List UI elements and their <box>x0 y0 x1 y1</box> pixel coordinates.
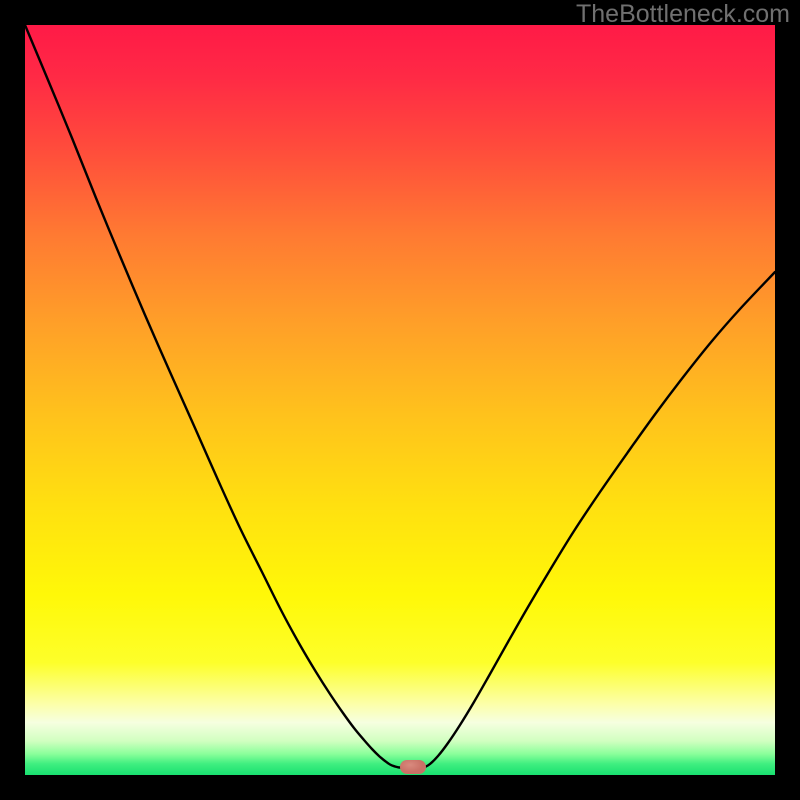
v-curve <box>0 0 800 800</box>
watermark-text: TheBottleneck.com <box>576 0 790 29</box>
valley-marker <box>400 760 426 774</box>
chart-frame: TheBottleneck.com <box>0 0 800 800</box>
